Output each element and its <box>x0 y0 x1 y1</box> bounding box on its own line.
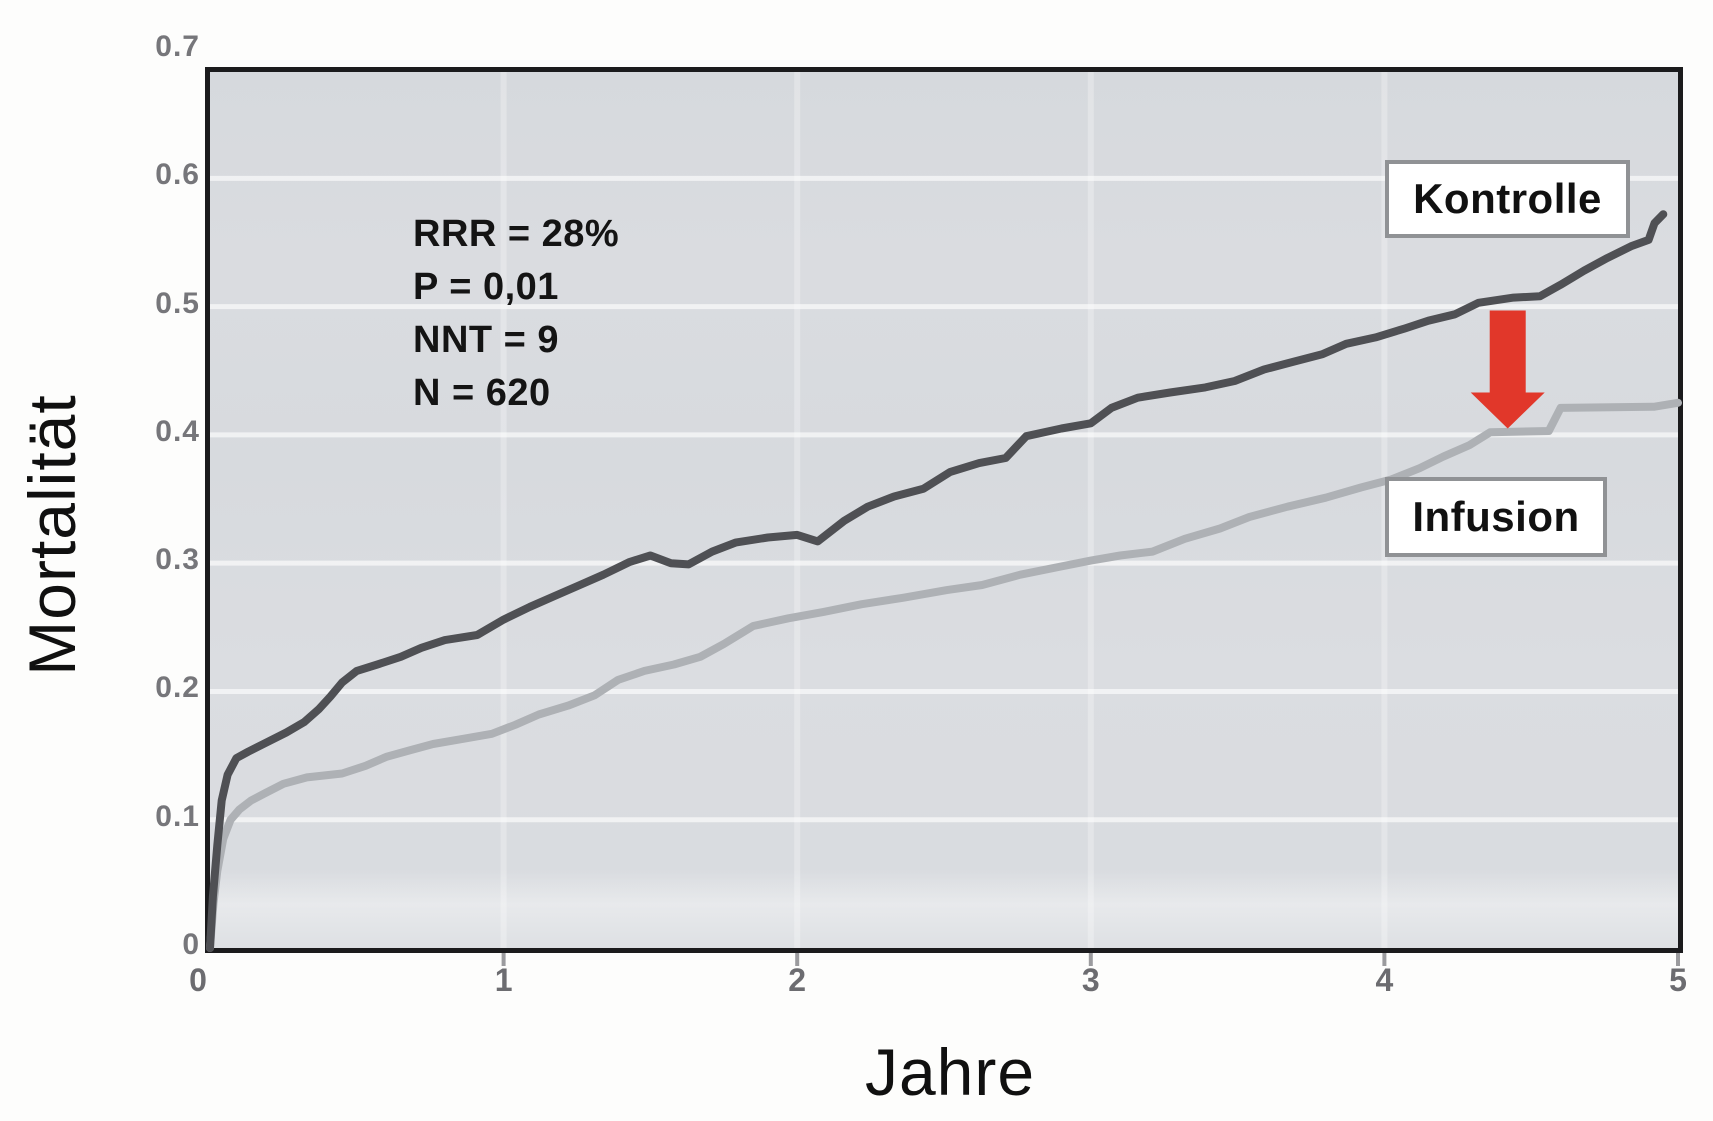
y-axis-title: Mortalität <box>15 394 89 676</box>
x-tick-label: 3 <box>1081 962 1100 998</box>
y-tick-label: 0.3 <box>155 543 200 577</box>
y-tick-label: 0.5 <box>155 286 200 320</box>
series-label-kontrolle: Kontrolle <box>1385 160 1630 238</box>
y-tick-label: 0.7 <box>155 30 200 64</box>
x-tick-label: 4 <box>1375 962 1394 998</box>
series-label-infusion: Infusion <box>1385 477 1607 557</box>
y-tick-label: 0.6 <box>155 158 200 192</box>
stat-line-rrr: RRR = 28% <box>413 213 620 255</box>
x-tick-label: 5 <box>1669 962 1687 998</box>
y-tick-label: 0.1 <box>155 799 200 833</box>
stat-line-n: N = 620 <box>413 372 551 414</box>
x-tick-label: 0 <box>189 962 207 998</box>
y-tick-label: 0.4 <box>155 414 200 448</box>
stat-line-nnt: NNT = 9 <box>413 319 560 361</box>
stats-annotation: RRR = 28% P = 0,01 NNT = 9 N = 620 <box>413 208 619 420</box>
y-tick-label: 0.2 <box>155 671 200 705</box>
stat-line-p: P = 0,01 <box>413 266 559 308</box>
x-tick-label: 1 <box>494 962 513 998</box>
y-tick-label: 0 <box>182 928 200 961</box>
x-tick-label: 2 <box>788 962 807 998</box>
x-axis-title: Jahre <box>864 1035 1036 1109</box>
